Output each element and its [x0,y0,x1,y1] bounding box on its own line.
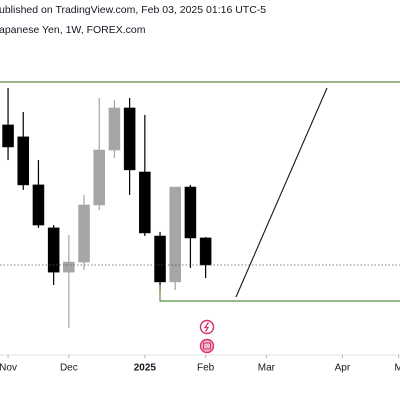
x-tick-label: Dec [60,363,78,374]
trend-line [235,87,328,298]
x-tick-label: M [394,363,400,374]
x-tick-label: 2025 [134,363,157,374]
candle-body [78,204,90,263]
candle-body [108,107,121,151]
chart-subtitle: apanese Yen, 1W, FOREX.com [0,24,146,36]
candle-body [17,136,30,186]
candle-body [199,237,212,266]
x-tick-label: Nov [0,363,17,374]
x-tick-label: Mar [258,363,276,374]
candle-body [154,235,166,283]
x-tick-label: Feb [197,363,215,374]
candle-body [184,186,197,239]
event-icon[interactable] [199,338,215,354]
candle-body [93,149,106,206]
x-tick-label: Apr [335,363,351,374]
candle-body [169,186,181,283]
candle-body [139,171,151,234]
support-line [159,285,400,302]
candle-body [2,124,14,148]
candle-body [32,184,45,226]
candle-body [47,227,60,273]
event-icon[interactable] [199,319,215,335]
chart-title: ublished on TradingView.com, Feb 03, 202… [0,4,266,16]
candle-body [63,261,75,273]
candle-body [123,107,136,171]
